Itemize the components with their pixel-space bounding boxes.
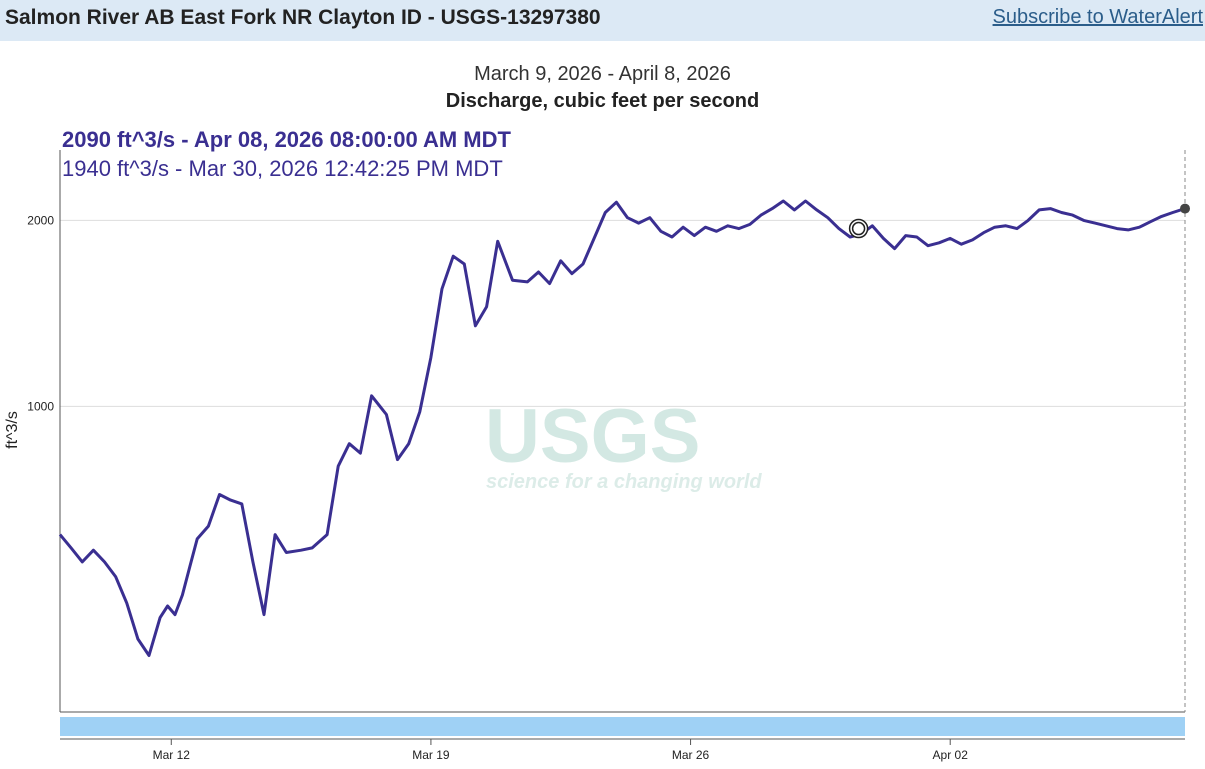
tooltip-current-value: 2090 ft^3/s - Apr 08, 2026 08:00:00 AM M… <box>62 127 511 152</box>
site-title: Salmon River AB East Fork NR Clayton ID … <box>5 6 601 29</box>
x-tick-label: Apr 02 <box>933 748 969 762</box>
y-tick-label: 2000 <box>27 213 54 227</box>
tooltip-cursor-value: 1940 ft^3/s - Mar 30, 2026 12:42:25 PM M… <box>62 156 503 181</box>
discharge-series-line <box>58 199 1186 657</box>
x-tick-label: Mar 12 <box>153 748 191 762</box>
subscribe-wateralert-link[interactable]: Subscribe to WaterAlert <box>992 6 1203 28</box>
time-brush-bar <box>60 717 1185 736</box>
x-tick-label: Mar 19 <box>412 748 450 762</box>
cursor-ring-inner <box>851 221 866 236</box>
x-tick-label: Mar 26 <box>672 748 710 762</box>
usgs-watermark-tagline: science for a changing world <box>486 471 762 493</box>
current-value-dot <box>1180 203 1190 214</box>
usgs-watermark-logo: USGS <box>485 394 700 479</box>
chart-date-range: March 9, 2026 - April 8, 2026 <box>474 63 731 85</box>
chart-parameter-title: Discharge, cubic feet per second <box>445 90 760 112</box>
page-header: Salmon River AB East Fork NR Clayton ID … <box>0 0 1205 41</box>
y-axis-label: ft^3/s <box>4 411 21 449</box>
y-tick-label: 1000 <box>27 399 54 413</box>
